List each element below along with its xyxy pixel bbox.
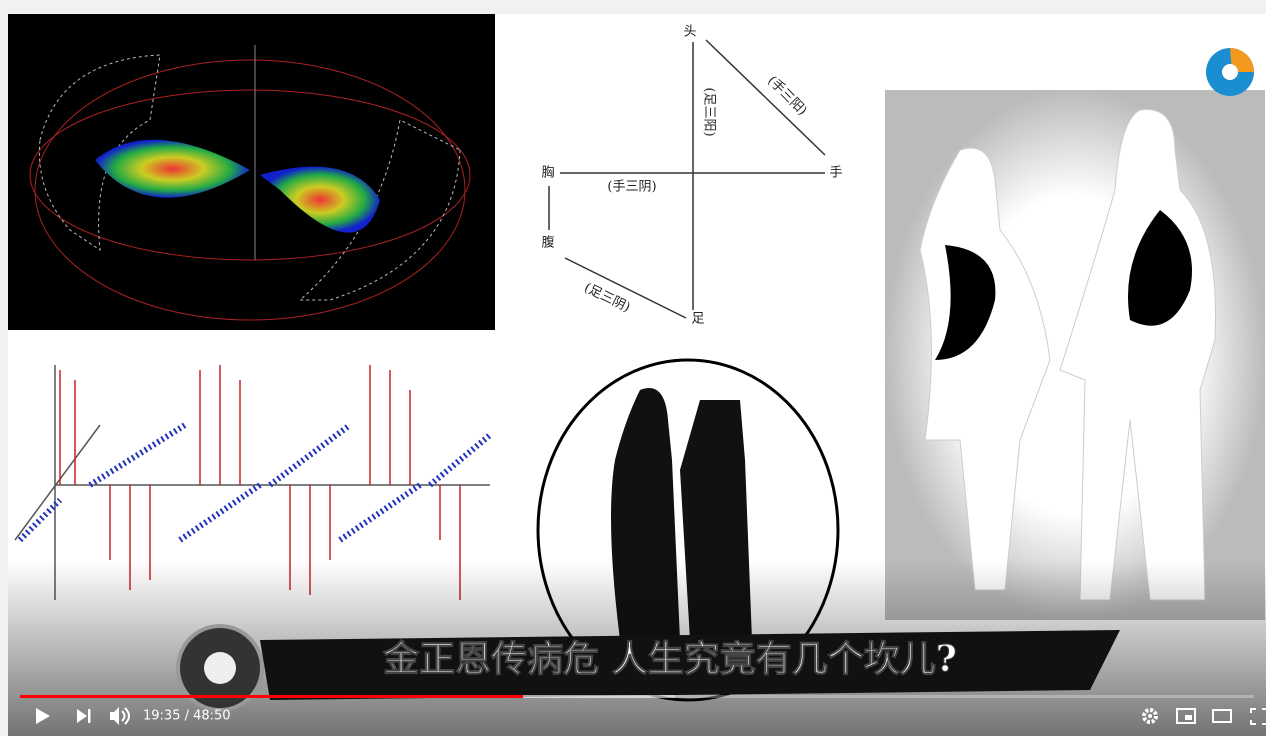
couple-image (885, 90, 1265, 620)
fullscreen-button[interactable] (1250, 708, 1266, 725)
miniplayer-button[interactable] (1176, 708, 1196, 724)
volume-button[interactable] (110, 707, 130, 725)
progress-played (20, 695, 523, 698)
channel-logo (1206, 48, 1254, 96)
settings-button[interactable] (1142, 708, 1158, 724)
time-display: 19:35 / 48:50 (143, 709, 231, 724)
node-label: 头 (683, 25, 696, 40)
edge-label: (手三阴) (607, 180, 656, 195)
node-label: 胸 (541, 166, 554, 181)
caption-brush (260, 630, 1120, 700)
wave-image (14, 365, 492, 600)
node-label: 手 (829, 166, 842, 181)
node-label: 腹 (541, 235, 554, 251)
next-button[interactable] (77, 709, 91, 723)
progress-track[interactable] (20, 695, 1254, 698)
theater-button[interactable] (1212, 709, 1232, 723)
caption: 金正恩传病危 人生究竟有几个坎儿? (382, 638, 957, 680)
node-label: 足 (691, 312, 704, 327)
play-button[interactable] (36, 708, 50, 724)
sky-map-image (8, 14, 495, 330)
edge-label: (足三阳) (702, 87, 717, 136)
bagua-emblem (176, 624, 264, 712)
